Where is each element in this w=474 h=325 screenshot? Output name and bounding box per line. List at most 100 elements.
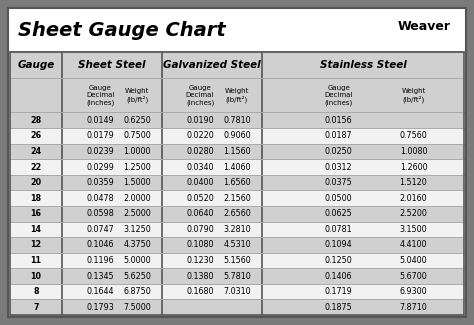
- Text: 1.2500: 1.2500: [123, 162, 151, 172]
- Text: 0.1380: 0.1380: [186, 272, 214, 280]
- Text: 7: 7: [33, 303, 39, 312]
- Text: 4.5310: 4.5310: [223, 240, 251, 249]
- Text: Gauge
Decimal
(inches): Gauge Decimal (inches): [186, 85, 214, 106]
- Text: Sheet Gauge Chart: Sheet Gauge Chart: [18, 20, 226, 40]
- Text: 11: 11: [31, 256, 42, 265]
- Text: 3.1500: 3.1500: [400, 225, 427, 234]
- Text: Galvanized Steel: Galvanized Steel: [163, 60, 261, 70]
- Text: 6.9300: 6.9300: [400, 287, 427, 296]
- Text: 0.1080: 0.1080: [186, 240, 214, 249]
- Bar: [10, 112, 464, 128]
- Text: 5.7810: 5.7810: [223, 272, 251, 280]
- Text: 0.0790: 0.0790: [186, 225, 214, 234]
- Text: 7.0310: 7.0310: [223, 287, 251, 296]
- Text: Weaver: Weaver: [398, 20, 451, 32]
- Text: 0.1793: 0.1793: [86, 303, 114, 312]
- Text: 0.0640: 0.0640: [186, 209, 214, 218]
- Text: 1.0080: 1.0080: [400, 147, 427, 156]
- Text: 5.6250: 5.6250: [123, 272, 151, 280]
- Text: 5.6700: 5.6700: [400, 272, 428, 280]
- Text: 1.1560: 1.1560: [223, 147, 251, 156]
- Text: 0.0220: 0.0220: [186, 131, 214, 140]
- Text: 2.5000: 2.5000: [123, 209, 151, 218]
- Text: 0.0478: 0.0478: [86, 194, 114, 203]
- Text: 0.1680: 0.1680: [186, 287, 214, 296]
- Bar: [10, 144, 464, 159]
- Text: 7.5000: 7.5000: [123, 303, 151, 312]
- Bar: [10, 206, 464, 222]
- Text: 28: 28: [30, 116, 42, 125]
- Text: Sheet Steel: Sheet Steel: [78, 60, 146, 70]
- Text: Gauge
Decimal
(inches): Gauge Decimal (inches): [325, 85, 353, 106]
- Text: 4.4100: 4.4100: [400, 240, 427, 249]
- Text: 0.1196: 0.1196: [86, 256, 114, 265]
- Text: 0.0250: 0.0250: [325, 147, 353, 156]
- Text: 12: 12: [30, 240, 42, 249]
- Text: 0.0625: 0.0625: [325, 209, 353, 218]
- Text: 1.6560: 1.6560: [223, 178, 251, 187]
- Text: 0.1406: 0.1406: [325, 272, 353, 280]
- Text: Stainless Steel: Stainless Steel: [319, 60, 406, 70]
- Bar: [10, 52, 464, 315]
- Text: 0.1719: 0.1719: [325, 287, 353, 296]
- Text: 2.0160: 2.0160: [400, 194, 427, 203]
- Bar: [10, 128, 464, 144]
- Text: 0.7500: 0.7500: [123, 131, 151, 140]
- Text: 20: 20: [30, 178, 42, 187]
- Text: 0.0299: 0.0299: [86, 162, 114, 172]
- Text: 1.5000: 1.5000: [123, 178, 151, 187]
- Text: 0.0359: 0.0359: [86, 178, 114, 187]
- Bar: [10, 284, 464, 299]
- Text: 0.1094: 0.1094: [325, 240, 353, 249]
- Text: Weight
(lb/ft²): Weight (lb/ft²): [125, 88, 149, 103]
- Text: 10: 10: [31, 272, 42, 280]
- Bar: [10, 159, 464, 175]
- Text: 1.4060: 1.4060: [223, 162, 251, 172]
- Text: 0.0179: 0.0179: [86, 131, 114, 140]
- Text: 1.2600: 1.2600: [400, 162, 427, 172]
- Text: 3.2810: 3.2810: [223, 225, 251, 234]
- Text: 0.9060: 0.9060: [223, 131, 251, 140]
- Text: 5.1560: 5.1560: [223, 256, 251, 265]
- Text: 0.0156: 0.0156: [325, 116, 353, 125]
- Text: 0.0149: 0.0149: [86, 116, 114, 125]
- Bar: [10, 253, 464, 268]
- Text: 0.0500: 0.0500: [325, 194, 353, 203]
- Text: 2.1560: 2.1560: [223, 194, 251, 203]
- Text: Weight
(lb/ft²): Weight (lb/ft²): [225, 88, 249, 103]
- Text: 0.0280: 0.0280: [186, 147, 214, 156]
- Text: 1.0000: 1.0000: [123, 147, 151, 156]
- Text: 0.0747: 0.0747: [86, 225, 114, 234]
- Text: 0.0312: 0.0312: [325, 162, 353, 172]
- Bar: [10, 299, 464, 315]
- Bar: [10, 222, 464, 237]
- Bar: [10, 190, 464, 206]
- Text: 18: 18: [30, 194, 42, 203]
- Text: 0.1875: 0.1875: [325, 303, 353, 312]
- Text: 24: 24: [30, 147, 42, 156]
- Text: 0.7560: 0.7560: [400, 131, 428, 140]
- Text: 0.0400: 0.0400: [186, 178, 214, 187]
- Text: 0.6250: 0.6250: [123, 116, 151, 125]
- Text: 22: 22: [30, 162, 42, 172]
- Text: 2.0000: 2.0000: [123, 194, 151, 203]
- Text: 2.6560: 2.6560: [223, 209, 251, 218]
- Text: Gauge
Decimal
(inches): Gauge Decimal (inches): [86, 85, 114, 106]
- Text: 0.7810: 0.7810: [223, 116, 251, 125]
- Text: 2.5200: 2.5200: [400, 209, 428, 218]
- Text: 0.0239: 0.0239: [86, 147, 114, 156]
- Text: 5.0000: 5.0000: [123, 256, 151, 265]
- Bar: [10, 237, 464, 253]
- Text: 5.0400: 5.0400: [400, 256, 427, 265]
- Text: 0.1046: 0.1046: [86, 240, 114, 249]
- Text: 14: 14: [31, 225, 42, 234]
- Text: 0.0340: 0.0340: [186, 162, 214, 172]
- Text: 16: 16: [31, 209, 42, 218]
- Text: 0.0187: 0.0187: [325, 131, 353, 140]
- Bar: [10, 52, 464, 112]
- Text: 0.1250: 0.1250: [325, 256, 353, 265]
- Text: 7.8710: 7.8710: [400, 303, 428, 312]
- Text: 0.0781: 0.0781: [325, 225, 353, 234]
- Bar: [10, 175, 464, 190]
- Text: 0.0598: 0.0598: [86, 209, 114, 218]
